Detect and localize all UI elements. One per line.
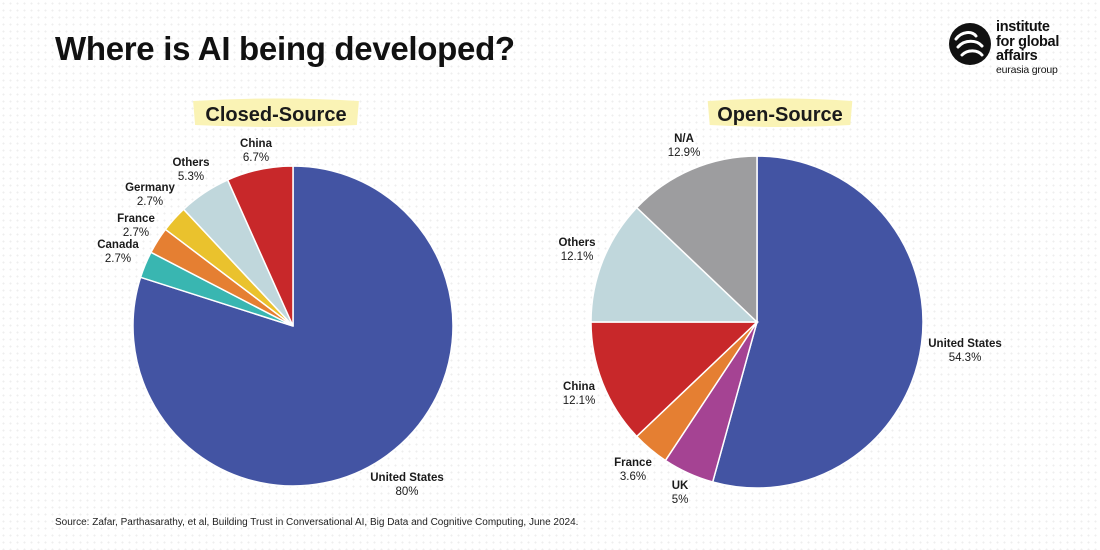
title-highlight	[193, 98, 359, 127]
logo-line-1: institute	[996, 19, 1050, 35]
slice-value-china: 6.7%	[243, 152, 269, 164]
slice-value-others: 5.3%	[178, 171, 204, 183]
logo: institute for global affairs eurasia gro…	[948, 18, 1068, 78]
source-note: Source: Zafar, Parthasarathy, et al, Bui…	[55, 517, 579, 528]
slice-label-others: Others	[172, 157, 209, 169]
slice-value-others: 12.1%	[561, 251, 594, 263]
slice-label-france: France	[614, 457, 652, 469]
slice-label-france: France	[117, 213, 155, 225]
pie-slice-china	[226, 165, 294, 327]
slice-label-united-states: United States	[928, 338, 1002, 350]
swirl-logo-icon	[949, 23, 991, 65]
slice-value-germany: 2.7%	[137, 196, 163, 208]
pie-chart-2: Open-Source United States 54.3% UK 5% France 3…	[558, 98, 1002, 506]
slice-label-n-a: N/A	[674, 133, 694, 145]
logo-text: institute for global affairs eurasia gro…	[996, 20, 1059, 76]
slice-value-united-states: 54.3%	[949, 352, 982, 364]
pie-slice-n-a	[635, 155, 758, 324]
slice-label-united-states: United States	[370, 472, 444, 484]
slice-label-china: China	[240, 138, 273, 150]
logo-line-2: for global	[996, 33, 1060, 50]
chart-title: Open-Source	[717, 104, 843, 126]
pie-slice-china	[590, 321, 759, 438]
chart-title: Closed-Source	[205, 104, 346, 126]
slice-value-france: 2.7%	[123, 227, 149, 239]
logo-line-3: affairs	[996, 48, 1038, 64]
slice-value-canada: 2.7%	[105, 253, 131, 265]
pie-slice-united-states	[711, 155, 924, 489]
slice-label-germany: Germany	[125, 182, 175, 194]
logo-line-4: eurasia group	[996, 63, 1058, 76]
slice-value-china: 12.1%	[563, 395, 596, 407]
title-highlight	[707, 98, 853, 127]
slice-value-france: 3.6%	[620, 471, 646, 483]
pie-slice-others	[590, 206, 759, 323]
slice-value-uk: 5%	[672, 494, 689, 506]
slice-label-uk: UK	[672, 480, 689, 492]
page-title: Where is AI being developed?	[55, 30, 515, 67]
slice-label-canada: Canada	[97, 239, 139, 251]
slice-value-united-states: 80%	[395, 486, 418, 498]
slice-value-n-a: 12.9%	[668, 147, 701, 159]
slice-label-china: China	[563, 381, 596, 393]
slice-label-others: Others	[558, 237, 595, 249]
